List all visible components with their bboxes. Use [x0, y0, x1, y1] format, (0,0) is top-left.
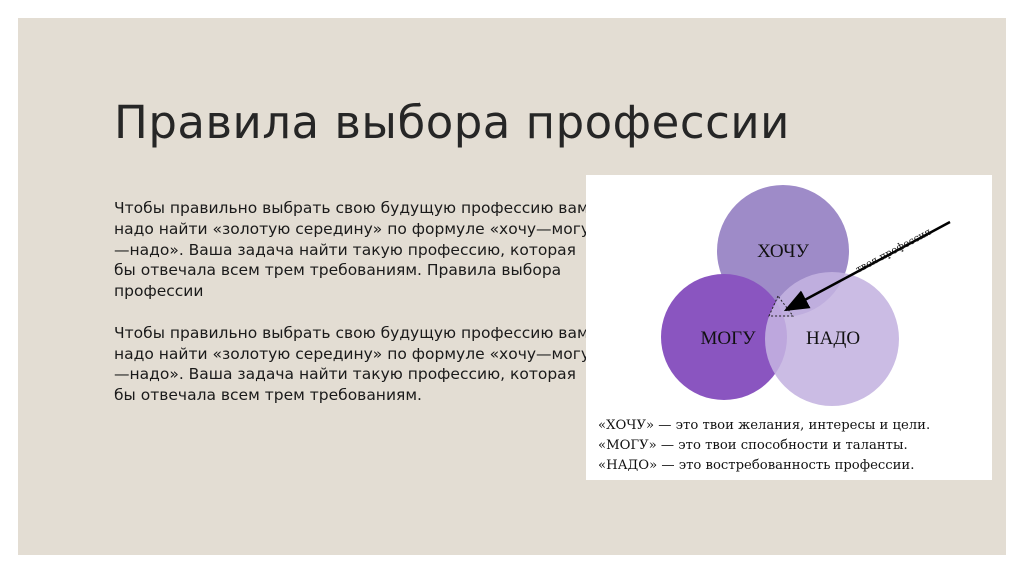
circle-label-hochu: ХОЧУ — [757, 241, 809, 262]
paragraph: Чтобы правильно выбрать свою будущую про… — [114, 323, 591, 405]
slide-title: Правила выбора профессии — [114, 96, 790, 149]
venn-diagram-image: твоя профессия ХОЧУ МОГУ НАДО «ХОЧУ» — э… — [586, 175, 992, 480]
circle-label-nado: НАДО — [806, 328, 860, 349]
circle-label-mogu: МОГУ — [700, 328, 756, 349]
circle-mogu — [661, 274, 787, 400]
arrow — [783, 220, 951, 312]
slide-body-text: Чтобы правильно выбрать свою будущую про… — [114, 198, 594, 406]
arrow-label: твоя профессия — [854, 227, 933, 276]
paragraph: Чтобы правильно выбрать свою будущую про… — [114, 199, 591, 301]
legend-item: «НАДО» — это востребованность профессии. — [598, 458, 915, 473]
diagram-legend: «ХОЧУ» — это твои желания, интересы и це… — [598, 416, 930, 476]
intersection-marker — [768, 295, 794, 317]
legend-item: «ХОЧУ» — это твои желания, интересы и це… — [598, 418, 931, 433]
legend-item: «МОГУ» — это твои способности и таланты. — [598, 438, 908, 453]
